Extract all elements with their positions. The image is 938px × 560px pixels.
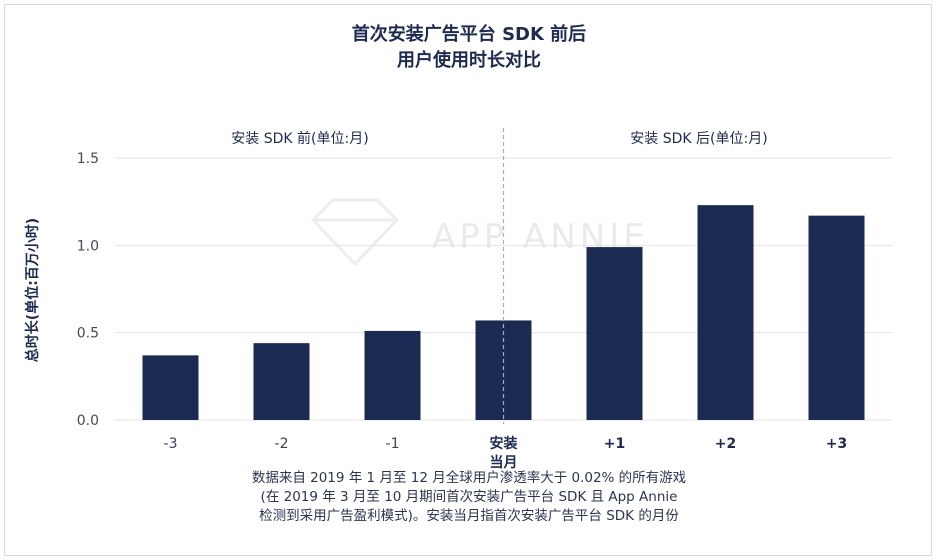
chart-title: 首次安装广告平台 SDK 前后 用户使用时长对比 — [0, 22, 938, 74]
section-label-before: 安装 SDK 前(单位:月) — [231, 131, 369, 147]
footnote-line2: (在 2019 年 3 月至 10 月期间首次安装广告平台 SDK 且 App … — [260, 489, 678, 505]
bar — [364, 330, 421, 420]
x-tick-label: +1 — [604, 436, 625, 452]
x-tick-label: +2 — [715, 436, 736, 452]
x-tick-label: -3 — [164, 436, 178, 452]
chart-title-line2: 用户使用时长对比 — [397, 50, 541, 71]
bar — [586, 247, 643, 420]
y-tick-label: 0.0 — [77, 413, 99, 429]
bar — [697, 205, 754, 420]
x-tick-label: -2 — [275, 436, 289, 452]
bar — [808, 215, 865, 420]
footnote-line1: 数据来自 2019 年 1 月至 12 月全球用户渗透率大于 0.02% 的所有… — [251, 470, 687, 486]
bar — [253, 343, 310, 420]
x-tick-label: 安装 — [490, 435, 519, 452]
y-tick-label: 0.5 — [77, 326, 99, 342]
bar — [475, 320, 532, 420]
watermark-logo-icon — [310, 198, 400, 267]
y-tick-label: 1.0 — [77, 238, 99, 254]
y-tick-label: 1.5 — [77, 151, 99, 167]
footnote: 数据来自 2019 年 1 月至 12 月全球用户渗透率大于 0.02% 的所有… — [0, 469, 938, 526]
x-tick-label: +3 — [826, 436, 847, 452]
chart-title-line1: 首次安装广告平台 SDK 前后 — [351, 24, 587, 45]
footnote-line3: 检测到采用广告盈利模式)。安装当月指首次安装广告平台 SDK 的月份 — [259, 508, 679, 524]
x-tick-label: -1 — [386, 436, 400, 452]
chart-frame — [4, 4, 932, 556]
x-tick-label: 当月 — [490, 454, 518, 471]
section-label-after: 安装 SDK 后(单位:月) — [630, 131, 768, 147]
bar — [142, 355, 199, 420]
